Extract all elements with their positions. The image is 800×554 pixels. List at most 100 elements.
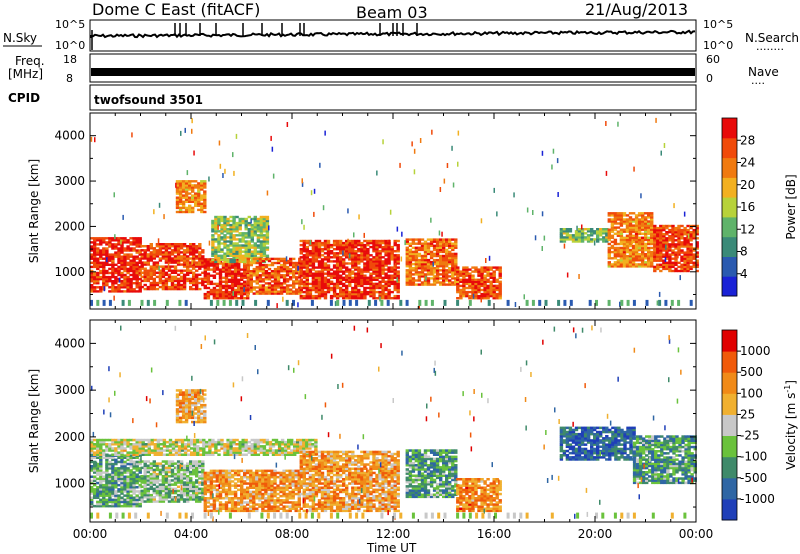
data-cell [320,274,325,277]
data-cell [123,237,127,240]
data-cell [195,275,199,279]
data-cell [93,447,97,450]
data-cell [135,447,139,450]
data-cell [135,271,139,275]
data-cell [326,241,331,245]
data-cell [173,259,178,262]
data-cell [426,277,431,280]
data-cell [489,268,493,271]
data-cell [186,251,190,254]
data-cell [429,277,434,280]
data-cell [189,257,193,260]
data-cell [233,278,238,281]
sparse-echo [363,232,365,238]
data-cell [345,241,349,245]
data-cell [357,278,361,281]
data-cell [238,223,242,227]
data-cell [332,254,337,257]
data-cell [662,235,666,238]
data-cell [90,488,94,491]
data-cell [653,224,657,228]
data-cell [329,282,334,286]
data-cell [439,238,443,241]
data-cell [574,238,579,241]
data-cell [628,240,633,244]
data-cell [637,226,642,229]
data-cell [305,278,309,281]
data-cell [375,260,379,263]
data-cell [565,238,570,241]
data-cell [259,217,264,221]
data-cell [135,251,139,254]
data-cell [135,456,139,459]
data-cell [99,451,103,454]
data-cell [195,245,199,248]
data-cell [93,488,97,491]
data-cell [111,462,115,466]
data-cell [342,282,346,286]
data-cell [647,220,651,223]
data-cell [351,258,355,261]
data-cell [259,248,264,251]
data-cell [176,287,181,291]
data-cell [149,265,153,268]
data-cell [132,471,136,474]
data-cell [634,214,639,217]
sparse-echo [400,256,403,262]
data-cell [90,496,94,499]
data-cell [641,246,645,250]
data-cell [653,226,657,230]
data-cell [273,257,278,261]
data-cell [152,468,156,472]
data-cell [243,276,247,279]
data-cell [220,242,224,245]
data-cell [454,246,458,249]
data-cell [293,440,297,444]
data-cell [90,502,94,506]
data-cell [161,273,166,276]
data-cell [311,294,316,298]
data-cell [120,458,124,462]
data-cell [647,240,651,244]
data-cell [631,263,636,266]
data-cell [689,239,693,242]
data-cell [314,297,319,300]
data-cell [273,292,278,295]
data-cell [253,234,257,237]
data-cell [335,245,340,249]
data-cell [126,269,130,273]
data-cell [619,236,624,239]
data-cell [577,232,582,235]
data-cell [348,248,352,251]
data-cell [111,280,115,283]
data-cell [317,286,322,290]
data-cell [293,451,297,454]
data-cell [369,264,373,267]
data-cell [634,220,639,223]
data-cell [111,467,115,470]
data-cell [267,278,272,281]
data-cell [622,246,627,250]
data-cell [235,238,239,241]
data-cell [323,268,328,271]
data-cell [332,266,337,269]
data-cell [143,263,147,266]
data-cell [170,281,175,285]
data-cell [256,453,261,456]
data-cell [209,260,214,263]
data-cell [140,481,144,484]
data-cell [369,282,373,286]
data-cell [634,265,639,268]
data-cell [628,218,633,221]
data-cell [468,272,472,275]
data-cell [302,260,306,263]
data-cell [280,449,285,452]
data-cell [108,460,112,464]
data-cell [432,254,437,258]
data-cell [143,470,147,474]
data-cell [282,270,287,273]
data-cell [170,275,175,279]
sparse-echo [619,301,621,307]
data-cell [292,276,296,279]
data-cell [628,253,633,256]
